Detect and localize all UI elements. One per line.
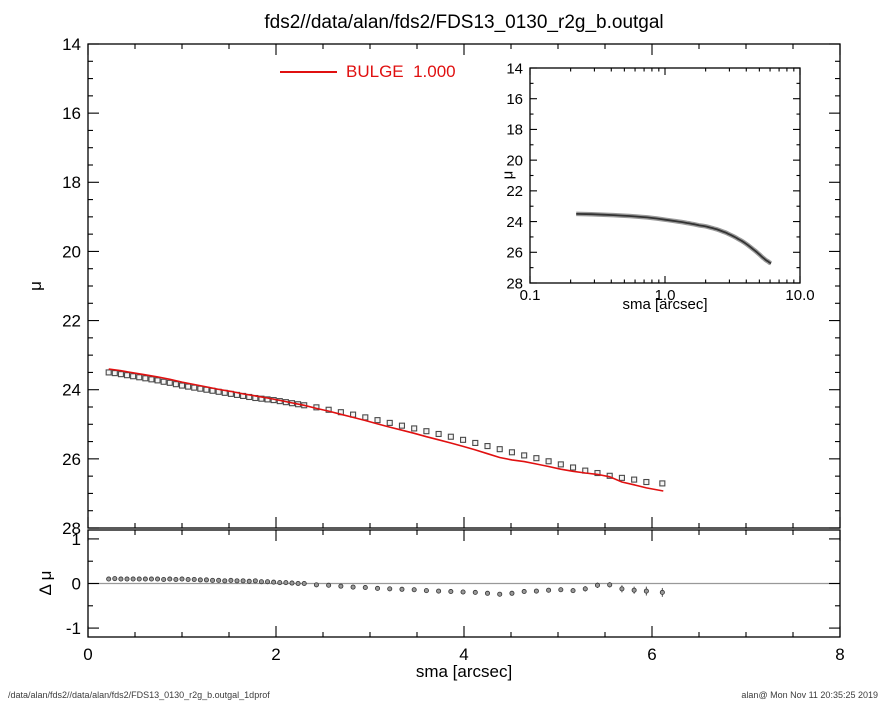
- svg-text:0.1: 0.1: [520, 287, 541, 304]
- residual-x-axis-label: sma [arcsec]: [415, 662, 513, 681]
- svg-text:14: 14: [506, 60, 523, 77]
- svg-text:26: 26: [62, 450, 81, 469]
- inset-y-axis-label: μ: [499, 170, 517, 180]
- footer-user-timestamp: alan@ Mon Nov 11 20:35:25 2019: [741, 690, 878, 700]
- svg-text:10.0: 10.0: [785, 287, 814, 304]
- svg-text:28: 28: [506, 275, 523, 292]
- svg-text:18: 18: [506, 122, 523, 139]
- observed-profile: [105, 369, 666, 487]
- legend-label: BULGE 1.000: [346, 62, 456, 81]
- svg-text:6: 6: [647, 645, 656, 664]
- svg-text:2: 2: [271, 645, 280, 664]
- svg-text:0: 0: [83, 645, 92, 664]
- svg-text:26: 26: [506, 245, 523, 262]
- svg-text:24: 24: [62, 381, 81, 400]
- svg-text:16: 16: [506, 91, 523, 108]
- plot-frame: [87, 43, 841, 529]
- svg-text:22: 22: [506, 183, 523, 200]
- residual-y-axis-label: Δ μ: [36, 570, 55, 596]
- inset-plot: 0.1 1.0 10.0 14 16 18 20 22 24 26 28: [506, 60, 814, 304]
- svg-text:0: 0: [72, 574, 81, 593]
- svg-text:1: 1: [72, 530, 81, 549]
- svg-text:24: 24: [506, 214, 523, 231]
- svg-text:18: 18: [62, 173, 81, 192]
- residuals: [106, 576, 665, 597]
- svg-text:22: 22: [62, 312, 81, 331]
- residual-plot: 0 2 4 6 8-101: [66, 529, 845, 664]
- plot-title: fds2//data/alan/fds2/FDS13_0130_r2g_b.ou…: [264, 12, 664, 33]
- observed-profile-log: [576, 211, 772, 266]
- bulge-model: [108, 368, 664, 492]
- svg-text:8: 8: [835, 645, 844, 664]
- footer-output-path: /data/alan/fds2//data/alan/fds2/FDS13_01…: [8, 690, 270, 700]
- svg-text:20: 20: [62, 242, 81, 261]
- svg-text:1.0: 1.0: [655, 287, 676, 304]
- legend-model-line: [280, 71, 337, 73]
- svg-text:28: 28: [62, 519, 81, 538]
- svg-text:4: 4: [459, 645, 468, 664]
- main-plot: 14 16 18 20 22 24 26 28: [62, 35, 841, 538]
- inset-x-axis-label: sma [arcsec]: [622, 296, 708, 313]
- main-y-axis-label: μ: [26, 281, 45, 291]
- svg-text:20: 20: [506, 152, 523, 169]
- svg-text:14: 14: [62, 35, 81, 54]
- plot-frame: [529, 67, 801, 284]
- svg-text:-1: -1: [66, 619, 81, 638]
- svg-text:16: 16: [62, 104, 81, 123]
